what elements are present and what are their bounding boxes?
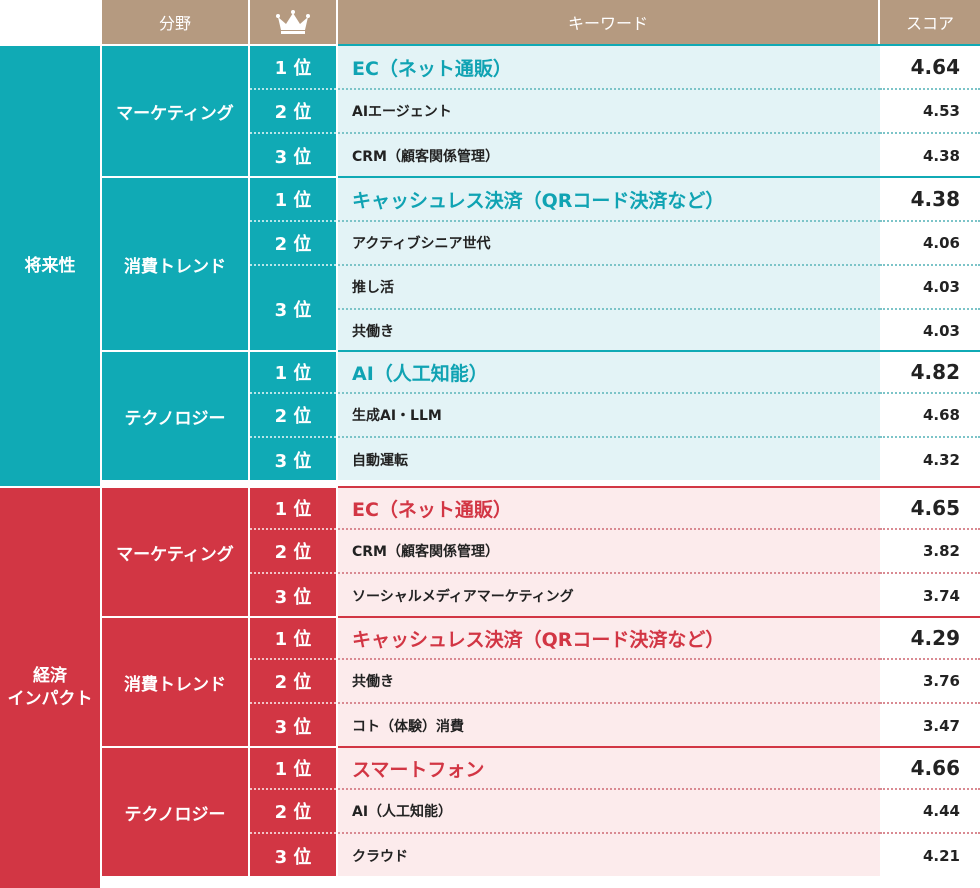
rank-label: 3 位: [274, 300, 312, 321]
field-top-border: [338, 746, 980, 748]
rank-label: 2 位: [250, 530, 336, 574]
header-spacer: [0, 0, 100, 44]
category-label: 将来性: [0, 46, 100, 486]
score-cell: 4.82: [880, 352, 980, 394]
score-cell: 4.64: [880, 46, 980, 90]
score-cell: 4.38: [922, 147, 960, 165]
score-column: 4.65 3.82 3.74: [880, 488, 980, 616]
rank-label: 1 位: [250, 46, 336, 90]
rank-label: 2 位: [250, 394, 336, 438]
keyword-cell: CRM（顧客関係管理）: [338, 530, 880, 574]
keyword-cell: クラウド: [352, 849, 408, 865]
header-keyword: キーワード: [338, 0, 878, 44]
score-cell: 3.76: [880, 660, 980, 704]
rank-label: 3 位: [274, 847, 312, 868]
keyword-column: キャッシュレス決済（QRコード決済など） アクティブシニア世代 推し活共働き: [338, 178, 880, 350]
score-cell: 4.03: [922, 322, 960, 340]
header-field: 分野: [102, 0, 248, 44]
keyword-cell: コト（体験）消費: [352, 719, 464, 735]
keyword-column: EC（ネット通販） AIエージェント CRM（顧客関係管理）: [338, 46, 880, 176]
rank-label: 1 位: [250, 748, 336, 790]
keyword-cell: ソーシャルメディアマーケティング: [352, 589, 574, 605]
keyword-cell: AIエージェント: [338, 90, 880, 134]
field-label: マーケティング: [102, 46, 248, 176]
rank-label: 3 位: [274, 587, 312, 608]
score-cell: 4.29: [880, 618, 980, 660]
score-cell: 4.53: [880, 90, 980, 134]
rank-label: 2 位: [250, 660, 336, 704]
keyword-column: スマートフォン AI（人工知能） クラウド: [338, 748, 880, 876]
rank-label: 2 位: [250, 222, 336, 266]
keyword-column: AI（人工知能） 生成AI・LLM 自動運転: [338, 352, 880, 480]
rank-label: 1 位: [250, 488, 336, 530]
keyword-cell: AI（人工知能）: [338, 790, 880, 834]
category-label: 経済 インパクト: [0, 488, 100, 888]
field-top-border: [338, 44, 980, 46]
score-cell: 4.03: [880, 266, 980, 310]
score-cell: 4.44: [880, 790, 980, 834]
field-top-border: [338, 350, 980, 352]
score-cell: 3.82: [880, 530, 980, 574]
keyword-cell: CRM（顧客関係管理）: [352, 149, 499, 165]
score-cell: 4.68: [880, 394, 980, 438]
score-column: 4.66 4.44 4.21: [880, 748, 980, 876]
keyword-column: キャッシュレス決済（QRコード決済など） 共働きコト（体験）消費: [338, 618, 880, 746]
score-column: 4.29 3.76 3.47: [880, 618, 980, 746]
rank-label: 1 位: [250, 618, 336, 660]
field-label: マーケティング: [102, 488, 248, 616]
rank-label: 2 位: [250, 790, 336, 834]
field-top-border: [338, 486, 980, 488]
score-cell: 4.21: [922, 847, 960, 865]
score-column: 4.38 4.06 4.03 4.03: [880, 178, 980, 350]
rank-label: 3 位: [274, 147, 312, 168]
score-cell: 4.65: [880, 488, 980, 530]
rank-label: 3 位: [274, 451, 312, 472]
rank-label: 1 位: [250, 178, 336, 222]
header-score: スコア: [880, 0, 980, 44]
score-column: 4.82 4.68 4.32: [880, 352, 980, 480]
keyword-cell: アクティブシニア世代: [338, 222, 880, 266]
rank-label: 1 位: [250, 352, 336, 394]
keyword-cell: EC（ネット通販）: [338, 488, 880, 530]
score-cell: 4.66: [880, 748, 980, 790]
keyword-cell: 推し活: [338, 266, 880, 310]
keyword-cell: 自動運転: [352, 453, 408, 469]
score-column: 4.64 4.53 4.38: [880, 46, 980, 176]
score-cell: 4.38: [880, 178, 980, 222]
header-rank: [250, 0, 336, 44]
field-top-border: [338, 176, 980, 178]
rank-label: 3 位: [274, 717, 312, 738]
score-cell: 4.06: [880, 222, 980, 266]
keyword-cell: 生成AI・LLM: [338, 394, 880, 438]
field-label: テクノロジー: [102, 352, 248, 480]
keyword-cell: キャッシュレス決済（QRコード決済など）: [338, 178, 880, 222]
keyword-cell: スマートフォン: [338, 748, 880, 790]
crown-icon: [276, 10, 310, 34]
keyword-column: EC（ネット通販） CRM（顧客関係管理） ソーシャルメディアマーケティング: [338, 488, 880, 616]
score-cell: 3.74: [922, 587, 960, 605]
field-label: 消費トレンド: [102, 618, 248, 746]
keyword-cell: AI（人工知能）: [338, 352, 880, 394]
keyword-cell: 共働き: [338, 660, 880, 704]
keyword-cell: 共働き: [352, 324, 394, 340]
score-cell: 3.47: [922, 717, 960, 735]
keyword-cell: EC（ネット通販）: [338, 46, 880, 90]
rank-label: 2 位: [250, 90, 336, 134]
field-label: 消費トレンド: [102, 178, 248, 350]
field-label: テクノロジー: [102, 748, 248, 876]
keyword-cell: キャッシュレス決済（QRコード決済など）: [338, 618, 880, 660]
score-cell: 4.32: [922, 451, 960, 469]
field-top-border: [338, 616, 980, 618]
